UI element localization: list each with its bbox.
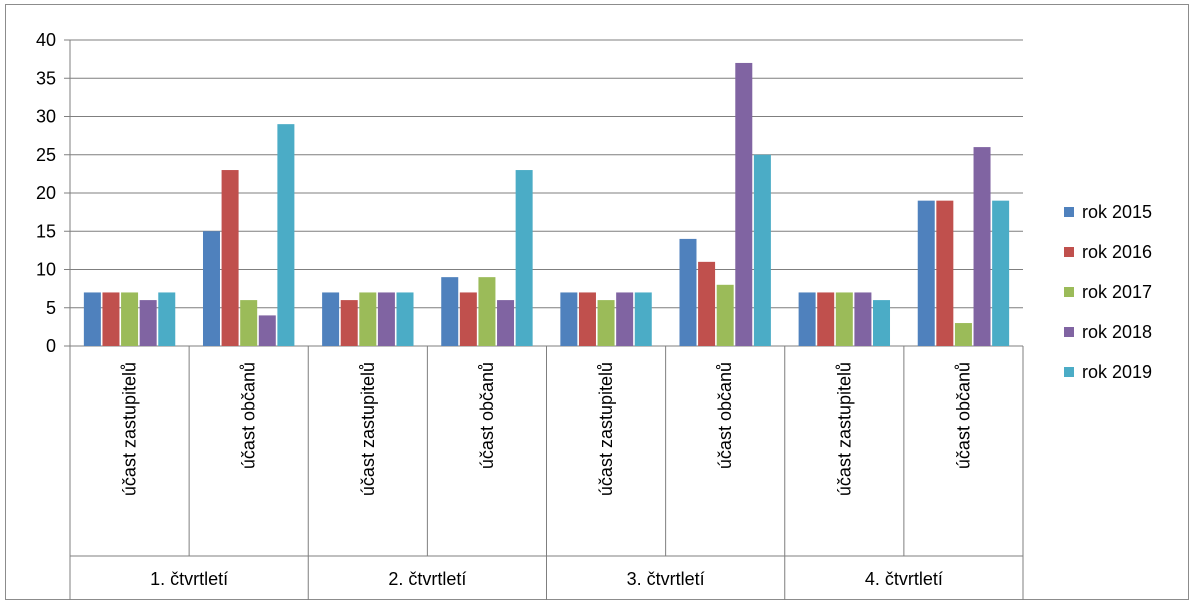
legend-swatch	[1064, 327, 1074, 337]
legend-label: rok 2016	[1082, 242, 1152, 262]
bar-rok-2019-7	[992, 200, 1010, 346]
bar-rok-2017-7	[954, 323, 972, 346]
chart-frame	[5, 4, 1189, 600]
x-subcategory-label: účast občanů	[715, 362, 735, 469]
y-tick-label: 40	[36, 30, 56, 50]
x-subcategory-label: účast občanů	[477, 362, 497, 469]
bar-rok-2015-6	[798, 292, 816, 346]
bar-rok-2018-7	[973, 147, 991, 346]
bar-rok-2017-2	[359, 292, 377, 346]
legend-label: rok 2019	[1082, 362, 1152, 382]
legend-swatch	[1064, 287, 1074, 297]
bar-rok-2017-3	[478, 277, 496, 346]
y-tick-label: 20	[36, 183, 56, 203]
bar-rok-2015-4	[560, 292, 578, 346]
bar-rok-2015-7	[917, 200, 935, 346]
bar-rok-2018-4	[616, 292, 634, 346]
bar-rok-2016-7	[936, 200, 954, 346]
bar-rok-2016-0	[102, 292, 120, 346]
bar-rok-2016-3	[459, 292, 477, 346]
bar-rok-2016-2	[340, 300, 358, 346]
bar-rok-2018-0	[139, 300, 157, 346]
bar-rok-2016-1	[221, 170, 239, 346]
bar-rok-2015-5	[679, 238, 697, 346]
x-group-label: 1. čtvrtletí	[150, 569, 228, 589]
bar-rok-2016-4	[578, 292, 596, 346]
y-tick-label: 35	[36, 68, 56, 88]
x-subcategory-label: účast zastupitelů	[834, 362, 854, 496]
bar-rok-2019-1	[277, 124, 295, 347]
x-subcategory-label: účast občanů	[239, 362, 259, 469]
x-subcategory-label: účast zastupitelů	[596, 362, 616, 496]
bar-rok-2018-6	[854, 292, 872, 346]
y-tick-label: 15	[36, 221, 56, 241]
bar-rok-2019-4	[634, 292, 652, 346]
bar-rok-2019-3	[515, 170, 533, 346]
legend-swatch	[1064, 367, 1074, 377]
bar-rok-2018-1	[258, 315, 276, 346]
y-tick-label: 10	[36, 260, 56, 280]
bar-rok-2016-5	[698, 261, 716, 346]
bar-rok-2015-3	[441, 277, 459, 346]
legend-swatch	[1064, 207, 1074, 217]
bar-rok-2017-1	[240, 300, 258, 346]
x-subcategory-label: účast zastupitelů	[120, 362, 140, 496]
legend-label: rok 2018	[1082, 322, 1152, 342]
bar-rok-2017-5	[716, 284, 734, 346]
legend-label: rok 2015	[1082, 202, 1152, 222]
bar-rok-2015-2	[322, 292, 340, 346]
bar-rok-2018-2	[377, 292, 395, 346]
bar-rok-2019-0	[158, 292, 176, 346]
y-tick-label: 5	[46, 298, 56, 318]
legend-swatch	[1064, 247, 1074, 257]
bar-rok-2017-6	[835, 292, 853, 346]
bar-rok-2017-4	[597, 300, 615, 346]
legend-label: rok 2017	[1082, 282, 1152, 302]
y-tick-label: 30	[36, 107, 56, 127]
x-group-label: 2. čtvrtletí	[388, 569, 466, 589]
bar-rok-2019-6	[873, 300, 891, 346]
y-tick-label: 25	[36, 145, 56, 165]
y-tick-label: 0	[46, 336, 56, 356]
bar-rok-2018-5	[735, 62, 753, 346]
bar-rok-2019-5	[753, 154, 771, 346]
bar-rok-2015-1	[202, 231, 220, 346]
x-group-label: 4. čtvrtletí	[865, 569, 943, 589]
x-subcategory-label: účast občanů	[953, 362, 973, 469]
bar-rok-2016-6	[817, 292, 835, 346]
bar-rok-2015-0	[83, 292, 101, 346]
x-subcategory-label: účast zastupitelů	[358, 362, 378, 496]
bar-rok-2018-3	[497, 300, 515, 346]
bar-rok-2017-0	[121, 292, 139, 346]
x-group-label: 3. čtvrtletí	[627, 569, 705, 589]
bar-rok-2019-2	[396, 292, 414, 346]
